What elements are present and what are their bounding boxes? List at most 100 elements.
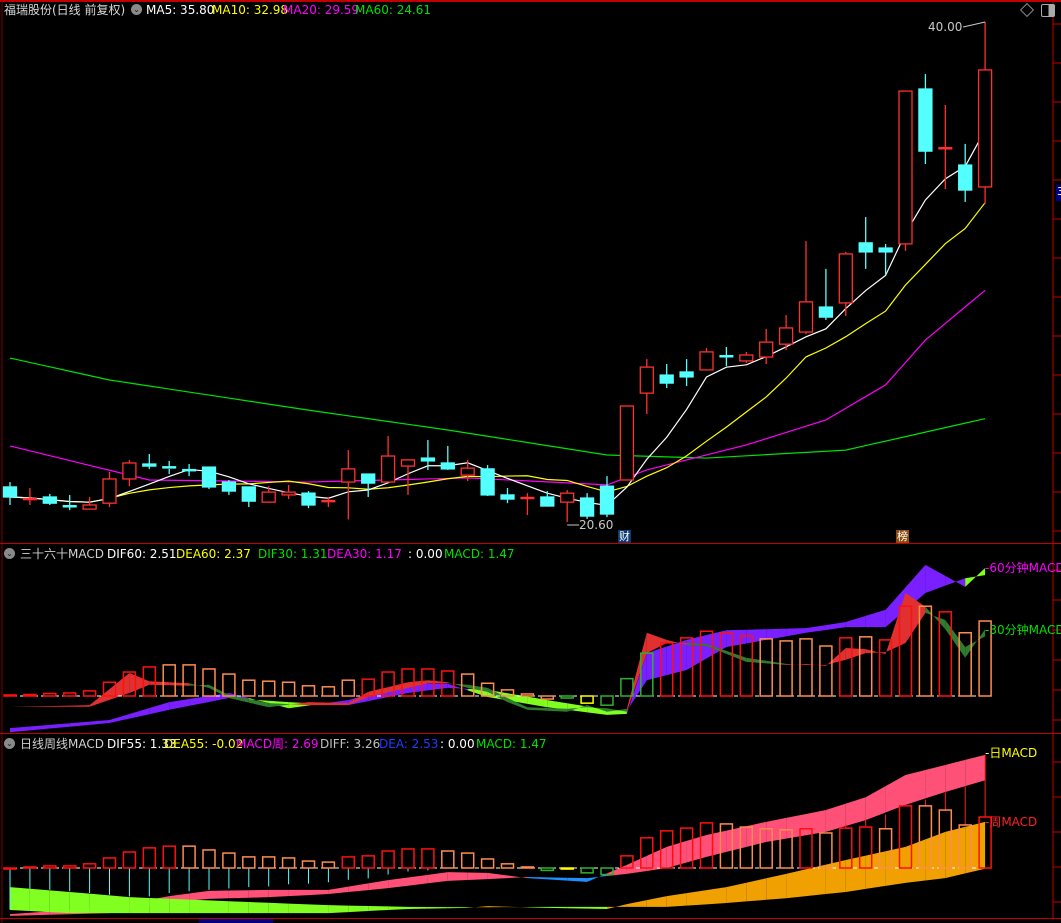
candle-body bbox=[400, 459, 416, 467]
band-day-segment bbox=[487, 872, 508, 880]
band-60min-segment bbox=[726, 629, 747, 648]
dif60-value: DIF60: 2.51 bbox=[107, 547, 177, 561]
band-60min-segment bbox=[925, 564, 946, 593]
chevron-down-icon[interactable]: ⌄ bbox=[4, 548, 15, 559]
candle-body bbox=[560, 492, 575, 503]
zero-value: : 0.00 bbox=[408, 547, 443, 561]
chevron-down-icon[interactable]: ⌄ bbox=[131, 4, 142, 15]
macd-bar bbox=[361, 855, 375, 869]
band-day-segment bbox=[388, 877, 408, 889]
band-60min-segment bbox=[587, 706, 607, 715]
macd-bar bbox=[242, 856, 256, 869]
macd-bar bbox=[162, 845, 176, 869]
band-week-segment bbox=[786, 869, 806, 899]
macd-bar bbox=[580, 695, 594, 704]
band-day-segment bbox=[29, 911, 50, 916]
candle-body bbox=[579, 497, 595, 517]
finance-badge[interactable]: 财 bbox=[618, 530, 631, 543]
macd-bar bbox=[102, 857, 117, 869]
candle-body bbox=[619, 405, 635, 481]
macd-bar bbox=[441, 670, 455, 697]
candle-body bbox=[858, 242, 873, 253]
indicator-title: 日线周线MACD bbox=[20, 737, 104, 751]
band-60min-segment bbox=[109, 714, 130, 724]
diff-value: DIFF: 3.26 bbox=[320, 737, 381, 751]
band-day-segment bbox=[248, 889, 269, 898]
ma20-line bbox=[9, 289, 986, 486]
macd-bar bbox=[102, 681, 117, 697]
macd-bar bbox=[759, 638, 773, 697]
band-30min-segment bbox=[746, 657, 767, 664]
macd-bar bbox=[918, 805, 933, 869]
band-30min-segment bbox=[49, 705, 70, 707]
macd-bar bbox=[122, 671, 137, 697]
band-30min-segment bbox=[666, 639, 687, 645]
band-week-segment bbox=[189, 899, 209, 914]
candle-body bbox=[699, 351, 714, 371]
macd-bar bbox=[878, 639, 893, 697]
macd-bar bbox=[540, 867, 555, 872]
macd-bar bbox=[958, 632, 972, 697]
candle-body bbox=[102, 478, 117, 504]
ma60-value: MA60: 24.61 bbox=[355, 3, 432, 17]
macd-bar bbox=[918, 605, 933, 697]
band-60min-segment bbox=[189, 696, 209, 706]
band-day-segment bbox=[447, 872, 468, 881]
macd-bar bbox=[460, 673, 475, 697]
macd-bar bbox=[699, 822, 714, 869]
macd-bar bbox=[500, 689, 515, 697]
macd-bar bbox=[381, 850, 395, 869]
ma10-line bbox=[9, 202, 986, 503]
band-60min-segment bbox=[786, 628, 806, 637]
chevron-down-icon[interactable]: ⌄ bbox=[4, 738, 15, 749]
macd-bar bbox=[202, 668, 216, 697]
macd-bar bbox=[858, 826, 873, 869]
band-week-segment bbox=[945, 826, 966, 879]
band-day-segment bbox=[527, 877, 548, 880]
band-30min-segment bbox=[547, 707, 568, 712]
band-30min-segment bbox=[885, 592, 906, 655]
arrow-icon bbox=[962, 21, 986, 28]
macd-bar bbox=[659, 830, 674, 869]
candle-body bbox=[778, 327, 794, 345]
candle-body bbox=[898, 90, 913, 245]
band-week-segment bbox=[169, 898, 190, 914]
band-30min-segment bbox=[825, 648, 846, 666]
candle-doji bbox=[162, 466, 177, 469]
macd-bar bbox=[122, 851, 137, 869]
band-week-segment bbox=[925, 831, 946, 881]
candle-body bbox=[818, 306, 834, 318]
macd-bar bbox=[580, 867, 594, 874]
band-30min-segment bbox=[149, 681, 170, 686]
band-day-segment bbox=[507, 875, 528, 879]
band-60min-segment bbox=[746, 629, 767, 644]
band-30min-segment bbox=[567, 705, 588, 712]
macd-bar bbox=[958, 824, 972, 869]
panel-toggle-icon[interactable] bbox=[1041, 4, 1055, 17]
band-60min-segment bbox=[646, 646, 667, 681]
dif30-value: DIF30: 1.31 bbox=[258, 547, 328, 561]
candle-body bbox=[261, 491, 276, 503]
band-60min-segment bbox=[447, 683, 468, 691]
macd-bar bbox=[3, 867, 17, 870]
band-30min-segment bbox=[806, 663, 826, 666]
macd-bar bbox=[301, 860, 316, 869]
candle-doji bbox=[938, 147, 953, 150]
band-60min-segment bbox=[965, 567, 986, 587]
label-week-macd: -周MACD bbox=[985, 815, 1038, 829]
ranking-badge[interactable]: 榜 bbox=[896, 530, 909, 543]
band-60min-segment bbox=[89, 719, 110, 725]
dea-value: DEA: 2.53 bbox=[379, 737, 439, 751]
band-30min-segment bbox=[308, 702, 329, 706]
band-day-segment bbox=[885, 775, 906, 813]
macd-bar bbox=[281, 681, 296, 697]
band-30min-segment bbox=[467, 684, 488, 692]
band-week-segment bbox=[686, 890, 707, 906]
dif55-value: DIF55: 1.33 bbox=[107, 737, 177, 751]
band-day-segment bbox=[746, 821, 767, 847]
band-week-segment bbox=[885, 846, 906, 886]
band-week-segment bbox=[587, 906, 607, 909]
macd-bar bbox=[938, 809, 953, 869]
macd-bar bbox=[401, 668, 415, 697]
